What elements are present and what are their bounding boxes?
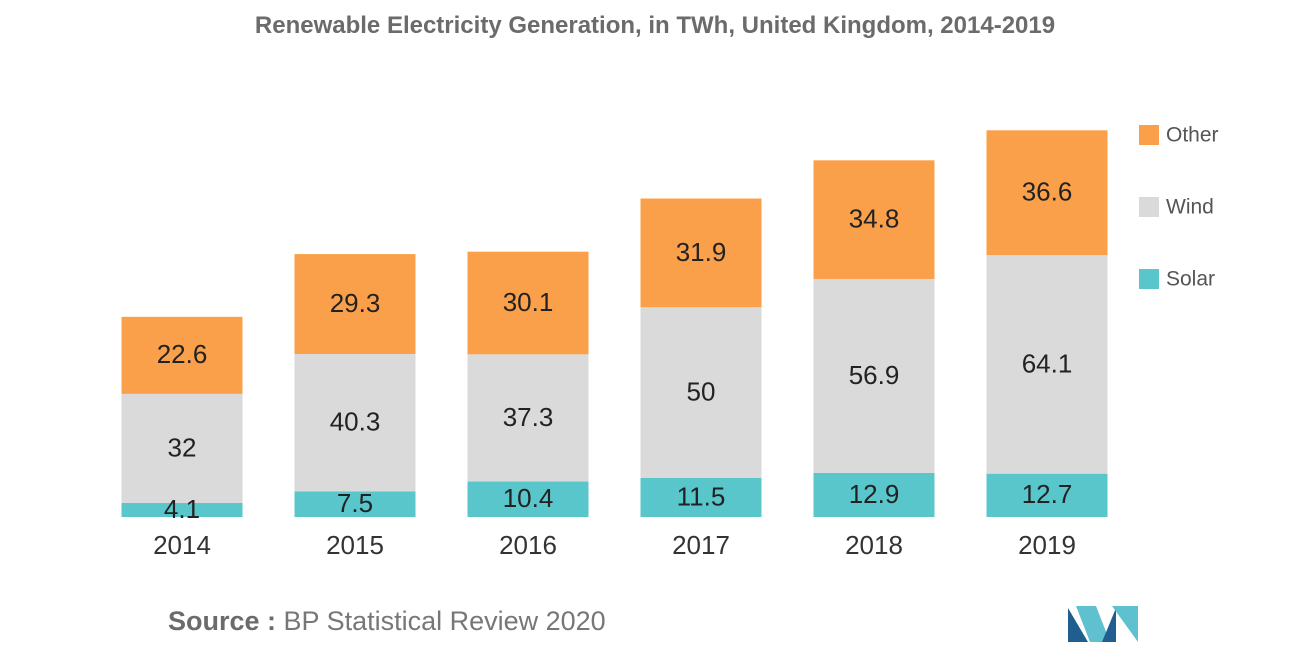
data-label-wind-2019: 64.1 <box>1022 348 1073 378</box>
data-label-wind-2018: 56.9 <box>849 360 900 390</box>
legend-label-other: Other <box>1166 124 1219 147</box>
bar-other-2019 <box>986 130 1108 256</box>
bar-wind-2015 <box>294 354 416 492</box>
mordor-intelligence-logo-icon <box>1068 606 1138 642</box>
data-label-other-2014: 22.6 <box>157 339 208 369</box>
bar-wind-2017 <box>640 307 762 478</box>
data-label-wind-2014: 32 <box>168 432 197 462</box>
data-label-wind-2015: 40.3 <box>330 407 381 437</box>
source-text: BP Statistical Review 2020 <box>276 606 606 636</box>
legend-swatch-solar <box>1139 269 1159 289</box>
bar-solar-2018 <box>813 473 935 517</box>
bar-wind-2014 <box>121 393 243 504</box>
data-label-solar-2017: 11.5 <box>677 481 726 511</box>
bar-wind-2018 <box>813 278 935 474</box>
bar-wind-2019 <box>986 255 1108 474</box>
bar-wind-2016 <box>467 354 589 482</box>
source-note: Source : BP Statistical Review 2020 <box>168 606 606 637</box>
x-axis-ticks: 2014 2015 2016 2017 2018 2019 <box>153 530 1076 560</box>
x-tick-label-2018: 2018 <box>845 530 903 560</box>
x-tick-label-2015: 2015 <box>326 530 384 560</box>
x-tick-label-2017: 2017 <box>672 530 730 560</box>
bar-solar-2016 <box>467 481 589 517</box>
data-label-solar-2018: 12.9 <box>849 479 900 509</box>
legend: Other Wind Solar <box>1139 124 1219 291</box>
stacked-bar-chart: 4.1 32 22.6 7.5 40.3 29.3 10.4 37.3 30.1 11.5 50 31… <box>121 124 1219 560</box>
data-label-solar-2015: 7.5 <box>337 488 373 518</box>
x-tick-label-2019: 2019 <box>1018 530 1076 560</box>
data-label-solar-2019: 12.7 <box>1022 479 1073 509</box>
data-label-wind-2017: 50 <box>687 376 716 406</box>
bar-other-2014 <box>121 316 243 394</box>
bar-other-2015 <box>294 254 416 355</box>
legend-swatch-other <box>1139 125 1159 145</box>
bar-solar-2019 <box>986 473 1108 517</box>
bar-other-2018 <box>813 160 935 279</box>
data-label-other-2017: 31.9 <box>676 237 727 267</box>
data-label-other-2016: 30.1 <box>503 287 554 317</box>
bar-solar-2015 <box>294 491 416 517</box>
data-label-solar-2014: 4.1 <box>164 494 200 524</box>
data-label-other-2019: 36.6 <box>1022 177 1073 207</box>
data-label-solar-2016: 10.4 <box>503 483 554 513</box>
x-tick-label-2016: 2016 <box>499 530 557 560</box>
segment-labels-layer: 4.1 32 22.6 7.5 40.3 29.3 10.4 37.3 30.1 11.5 50 31… <box>157 177 1073 524</box>
bar-other-2017 <box>640 198 762 308</box>
bar-solar-2017 <box>640 477 762 517</box>
bar-other-2016 <box>467 251 589 355</box>
data-label-wind-2016: 37.3 <box>503 402 554 432</box>
legend-swatch-wind <box>1139 197 1159 217</box>
bar-solar-2014 <box>121 503 243 517</box>
data-label-other-2015: 29.3 <box>330 288 381 318</box>
chart-title: Renewable Electricity Generation, in TWh… <box>254 12 1056 39</box>
bars-layer <box>121 130 1108 517</box>
source-prefix: Source : <box>168 606 277 636</box>
legend-label-solar: Solar <box>1166 268 1215 291</box>
x-tick-label-2014: 2014 <box>153 530 211 560</box>
data-label-other-2018: 34.8 <box>849 204 900 234</box>
legend-label-wind: Wind <box>1166 196 1214 219</box>
